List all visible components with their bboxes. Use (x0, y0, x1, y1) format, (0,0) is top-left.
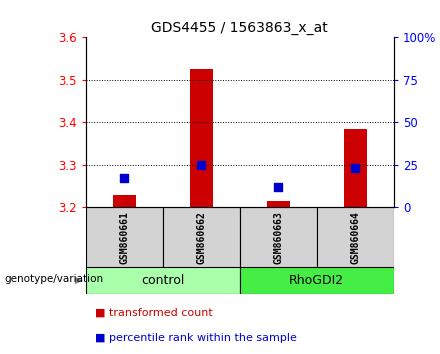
Bar (190, 69, 213, 207)
Text: ■ percentile rank within the sample: ■ percentile rank within the sample (95, 333, 297, 343)
Bar (344, 129, 367, 207)
Bar (86, 267, 240, 294)
Bar (317, 207, 394, 267)
Text: ■ transformed count: ■ transformed count (95, 308, 213, 318)
Polygon shape (75, 277, 83, 284)
Text: RhoGDI2: RhoGDI2 (289, 274, 345, 287)
Text: genotype/variation: genotype/variation (4, 274, 103, 284)
Title: GDS4455 / 1563863_x_at: GDS4455 / 1563863_x_at (151, 21, 328, 35)
Bar (240, 267, 394, 294)
Bar (267, 201, 290, 207)
Point (198, 162, 205, 167)
Text: GSM860664: GSM860664 (350, 211, 360, 264)
Text: control: control (141, 274, 184, 287)
Text: GSM860661: GSM860661 (119, 211, 129, 264)
Point (121, 175, 128, 181)
Point (352, 165, 359, 171)
Bar (163, 207, 240, 267)
Bar (86, 207, 163, 267)
Text: GSM860662: GSM860662 (196, 211, 206, 264)
Text: GSM860663: GSM860663 (273, 211, 283, 264)
Point (275, 184, 282, 189)
Bar (240, 207, 317, 267)
Bar (113, 195, 136, 207)
